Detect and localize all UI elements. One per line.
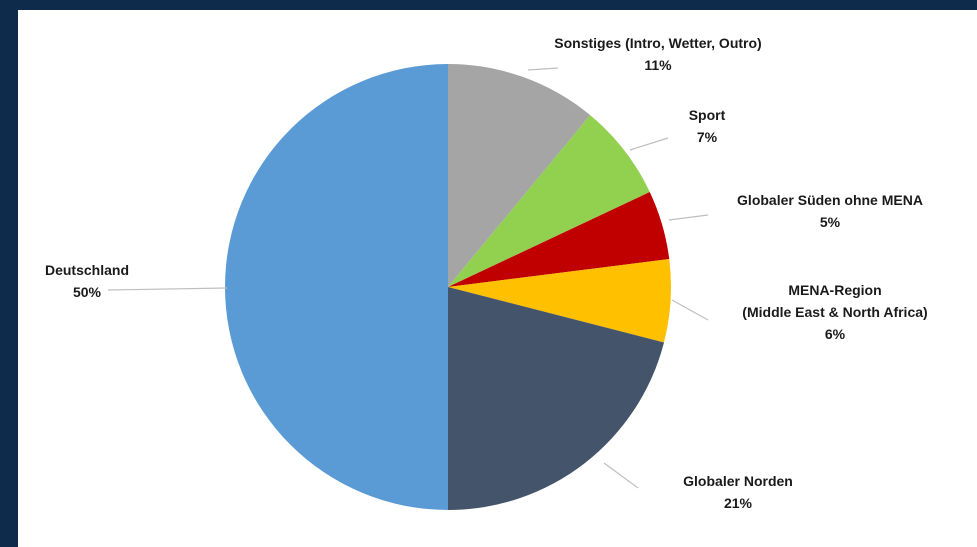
leader-line-4 xyxy=(603,462,639,489)
pie-slices xyxy=(225,64,672,510)
slice-name-3: (Middle East & North Africa) xyxy=(742,304,927,320)
slice-name-0: Sonstiges (Intro, Wetter, Outro) xyxy=(554,35,761,51)
pie-slice-4 xyxy=(448,287,664,510)
slice-percent-5: 50% xyxy=(73,284,102,300)
slice-name-1: Sport xyxy=(689,107,726,123)
slice-label-0: Sonstiges (Intro, Wetter, Outro) 11% xyxy=(554,35,761,73)
slice-percent-4: 21% xyxy=(724,495,753,511)
pie-slice-3 xyxy=(448,259,672,343)
leader-line-5 xyxy=(107,287,228,291)
slice-labels: Sonstiges (Intro, Wetter, Outro) 11% Sport… xyxy=(45,35,928,511)
slice-name-4: Globaler Norden xyxy=(683,473,793,489)
leader-line-2 xyxy=(668,214,709,221)
leader-line-3 xyxy=(671,299,709,321)
slice-label-3: MENA-Region (Middle East & North Africa) 6… xyxy=(742,282,927,342)
slice-label-1: Sport 7% xyxy=(689,107,726,145)
slice-name-3: MENA-Region xyxy=(788,282,881,298)
slice-label-4: Globaler Norden 21% xyxy=(683,473,793,511)
leader-line-1 xyxy=(629,137,669,151)
slice-percent-1: 7% xyxy=(697,129,718,145)
leader-line-0 xyxy=(527,67,559,71)
slice-name-5: Deutschland xyxy=(45,262,129,278)
slice-percent-0: 11% xyxy=(644,57,672,73)
pie-slice-1 xyxy=(448,115,650,288)
slice-name-2: Globaler Süden ohne MENA xyxy=(737,192,923,208)
slice-percent-2: 5% xyxy=(820,214,841,230)
pie-slice-2 xyxy=(448,192,670,287)
chart-area: Sonstiges (Intro, Wetter, Outro) 11% Sport… xyxy=(18,10,977,547)
leader-lines xyxy=(107,67,709,489)
pie-slice-5 xyxy=(225,64,448,510)
pie-chart: Sonstiges (Intro, Wetter, Outro) 11% Sport… xyxy=(45,35,928,511)
pie-slice-0 xyxy=(448,64,591,287)
slice-label-2: Globaler Süden ohne MENA 5% xyxy=(737,192,923,230)
slice-label-5: Deutschland 50% xyxy=(45,262,129,300)
slice-percent-3: 6% xyxy=(825,326,846,342)
